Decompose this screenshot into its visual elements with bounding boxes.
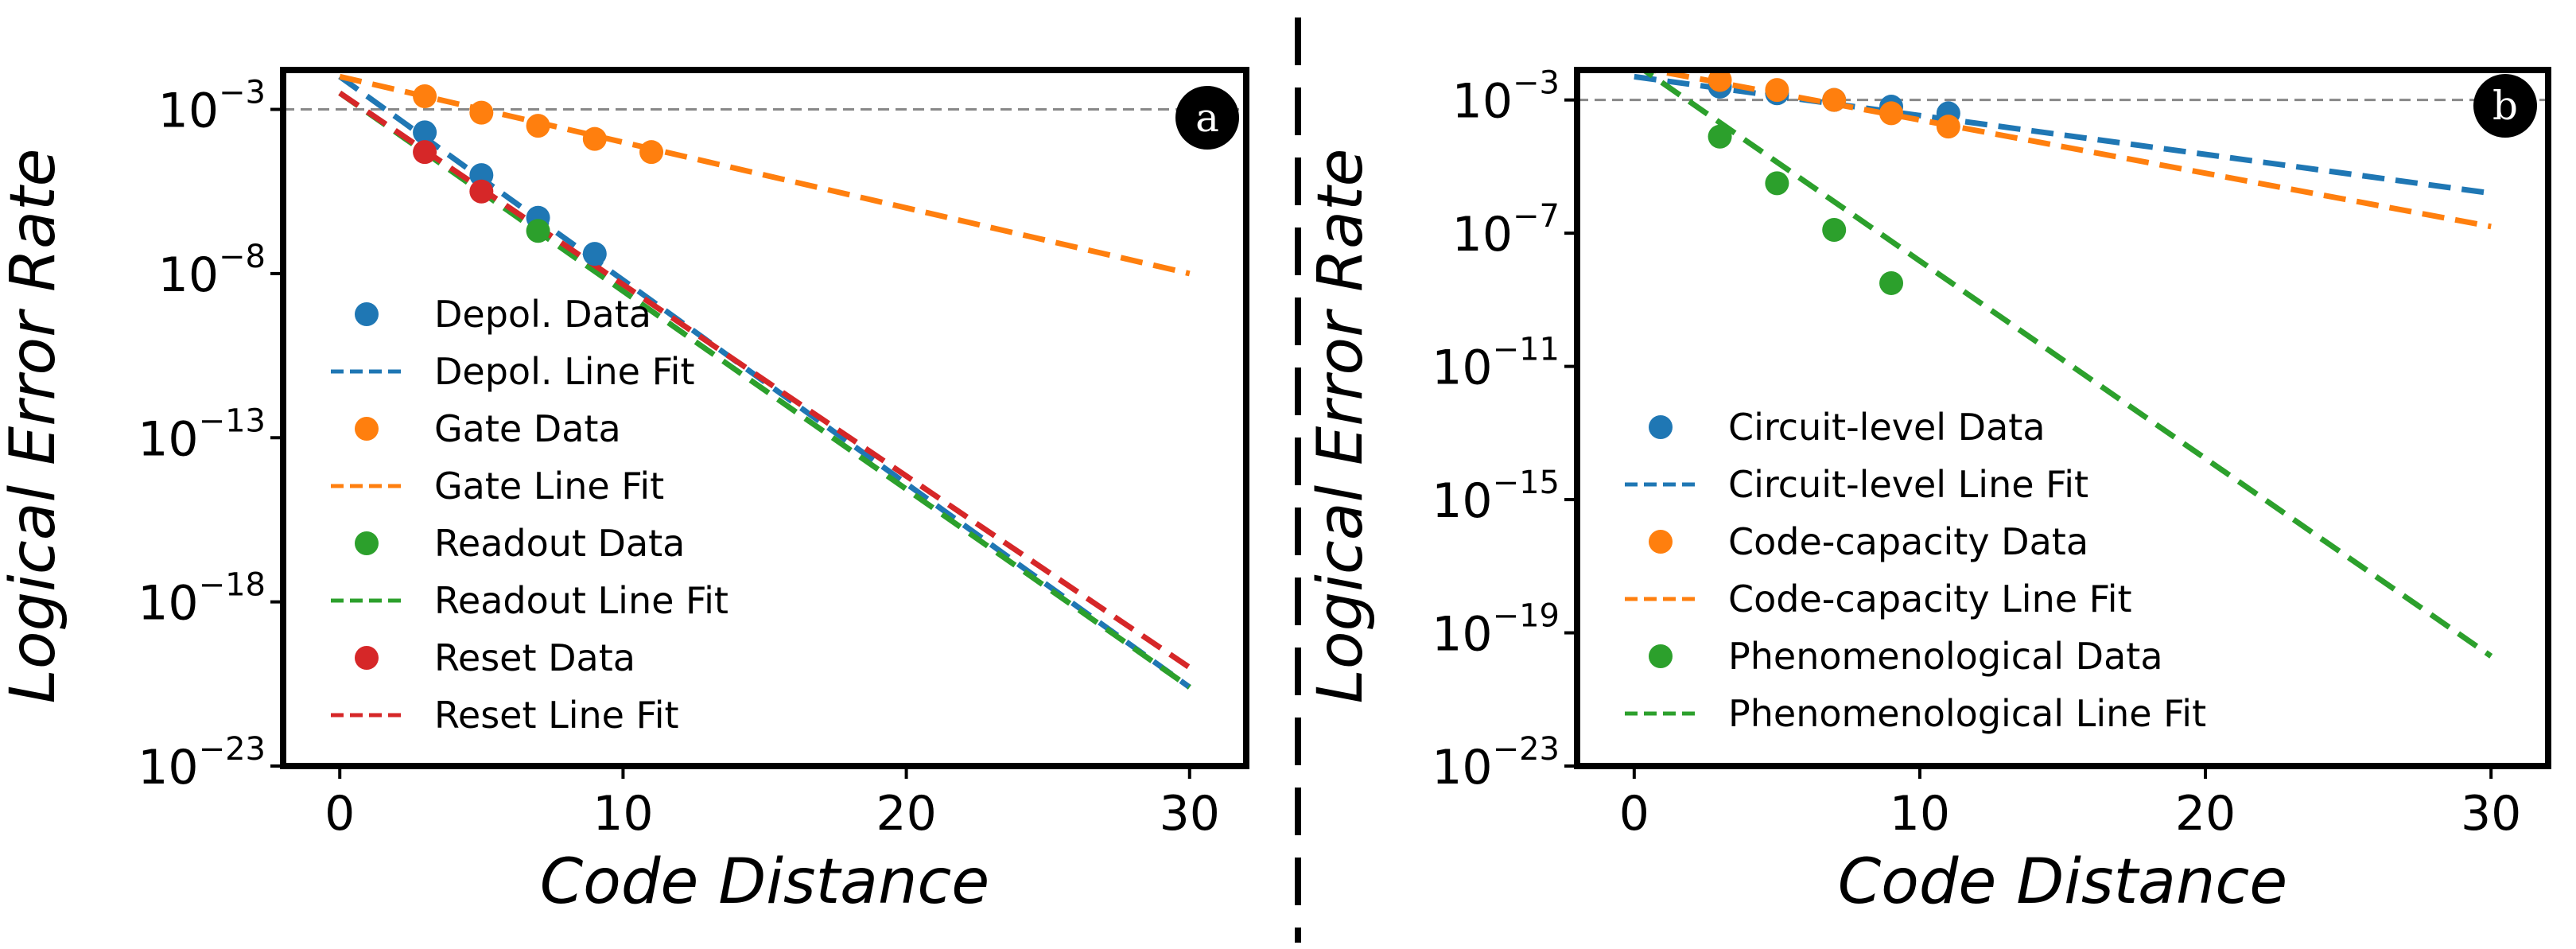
- plot-area: [283, 73, 1246, 690]
- x-tick-label: 10: [593, 786, 653, 842]
- fit-line-gate: [339, 73, 1191, 277]
- x-tick-label: 20: [2175, 786, 2236, 842]
- y-tick-label: 10−3: [1452, 65, 1560, 130]
- y-tick-label: 10−23: [1432, 731, 1560, 795]
- y-tick-label: 10−23: [138, 731, 266, 795]
- legend-marker: [355, 417, 379, 441]
- data-point-gate: [526, 114, 550, 138]
- plot-frame: [1574, 67, 2551, 769]
- y-tick-label: 10−18: [138, 567, 266, 632]
- legend-label: Depol. Data: [434, 293, 651, 336]
- legend-label: Circuit-level Line Fit: [1728, 463, 2088, 506]
- panel-badge: [2473, 74, 2537, 138]
- data-point-code-capacity: [1822, 88, 1847, 112]
- legend-label: Reset Line Fit: [434, 694, 679, 737]
- plot-area: [1577, 70, 2548, 659]
- x-tick-label: 10: [1890, 786, 1950, 842]
- legend-label: Gate Data: [434, 407, 621, 450]
- y-tick-label: 10−7: [1452, 198, 1560, 263]
- y-axis-title: Logical Error Rate: [1305, 148, 1377, 703]
- x-axis-title: Code Distance: [540, 846, 990, 918]
- data-point-code-capacity: [1936, 115, 1960, 139]
- legend-label: Depol. Line Fit: [434, 350, 695, 393]
- legend-label: Readout Data: [434, 522, 685, 565]
- data-point-code-capacity: [1879, 101, 1904, 126]
- x-tick-label: 0: [324, 786, 355, 842]
- fit-line-circuit-level: [1634, 73, 2492, 196]
- legend-marker: [355, 302, 379, 326]
- data-point-reset: [469, 179, 494, 204]
- data-point-gate: [582, 126, 607, 151]
- x-axis-title: Code Distance: [1838, 846, 2288, 918]
- panel-badge: [1175, 86, 1239, 150]
- x-tick-label: 0: [1619, 786, 1649, 842]
- data-point-phenomenological: [1765, 171, 1789, 196]
- legend-marker: [355, 646, 379, 670]
- x-tick-label: 20: [876, 786, 936, 842]
- y-tick-label: 10−19: [1432, 598, 1560, 663]
- y-tick-label: 10−3: [158, 75, 266, 139]
- y-tick-label: 10−13: [138, 403, 266, 467]
- legend-label: Readout Line Fit: [434, 579, 729, 622]
- panel-badge-label: a: [1195, 95, 1219, 141]
- legend-label: Gate Line Fit: [434, 465, 664, 508]
- data-point-depol-: [582, 242, 607, 266]
- data-point-gate: [413, 84, 437, 109]
- data-point-gate: [469, 100, 494, 125]
- y-tick-label: 10−11: [1432, 332, 1560, 396]
- data-point-gate: [639, 140, 664, 165]
- legend-marker: [1649, 644, 1673, 668]
- panel-b: 0 10 20 30 10−3 10−7 10−11 10−15 10−19 10−23 Code …: [1305, 65, 2551, 918]
- legend-label: Code-capacity Data: [1728, 520, 2088, 563]
- data-point-depol-: [413, 120, 437, 145]
- plot-frame: [280, 67, 1249, 769]
- legend-label: Circuit-level Data: [1728, 406, 2046, 449]
- data-point-phenomenological: [1822, 217, 1847, 242]
- y-tick-label: 10−15: [1432, 465, 1560, 529]
- legend-marker: [355, 531, 379, 555]
- fit-line-phenomenological: [1638, 70, 2493, 659]
- x-tick-label: 30: [1160, 786, 1220, 842]
- legend-marker: [1649, 415, 1673, 439]
- legend-label: Phenomenological Line Fit: [1728, 692, 2206, 735]
- data-point-readout: [526, 219, 550, 243]
- data-point-phenomenological: [1708, 124, 1732, 149]
- data-point-reset: [413, 140, 437, 165]
- legend-label: Code-capacity Line Fit: [1728, 578, 2132, 620]
- panel-a: 0 10 20 30 10−3 10−8 10−13 10−18 10−23 Code Dista…: [0, 67, 1249, 918]
- panel-badge-label: b: [2492, 83, 2518, 129]
- data-point-code-capacity: [1708, 70, 1732, 92]
- y-tick-label: 10−8: [158, 239, 266, 303]
- legend-marker: [1649, 530, 1673, 554]
- data-point-code-capacity: [1765, 78, 1789, 103]
- x-tick-label: 30: [2461, 786, 2521, 842]
- fit-line-code-capacity: [1637, 70, 2492, 230]
- legend-label: Reset Data: [434, 636, 635, 679]
- legend-label: Phenomenological Data: [1728, 635, 2163, 678]
- y-axis-title: Logical Error Rate: [0, 148, 69, 703]
- data-point-phenomenological: [1879, 270, 1904, 295]
- data-point-depol-: [469, 163, 494, 188]
